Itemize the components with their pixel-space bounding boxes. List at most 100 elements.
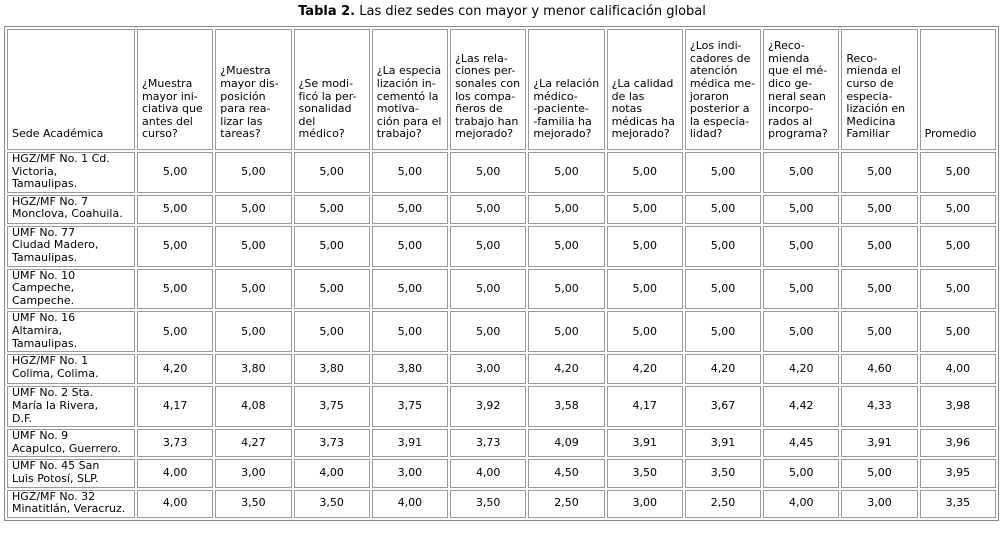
score-cell: 3,80	[215, 354, 292, 385]
score-cell: 5,00	[763, 152, 840, 193]
score-cell: 5,00	[919, 268, 996, 310]
score-cell: 4,08	[215, 386, 292, 428]
table-title: Tabla 2. Las diez sedes con mayor y meno…	[0, 0, 1004, 26]
score-cell: 5,00	[293, 311, 370, 353]
score-cell: 4,00	[137, 489, 214, 518]
score-cell: 4,00	[919, 354, 996, 385]
score-cell: 3,96	[919, 429, 996, 458]
score-cell: 3,00	[371, 459, 449, 488]
score-cell: 3,98	[919, 386, 996, 428]
score-cell: 5,00	[137, 311, 214, 353]
table-row: UMF No. 77 Ciudad Madero, Tamaulipas. 5,0…	[7, 225, 996, 267]
score-cell: 3,91	[684, 429, 762, 458]
table-row: UMF No. 9 Acapulco, Guerrero. 3,73 4,27 3,7…	[7, 429, 996, 458]
site-cell: UMF No. 16 Altamira, Tamaulipas.	[7, 311, 135, 353]
score-cell: 5,00	[684, 225, 762, 267]
score-cell: 5,00	[919, 225, 996, 267]
score-cell: 5,00	[137, 225, 214, 267]
score-cell: 4,45	[763, 429, 840, 458]
site-cell: HGZ/MF No. 1 Cd. Victoria, Tamaulipas.	[7, 152, 135, 193]
score-cell: 5,00	[293, 194, 370, 224]
score-cell: 3,00	[450, 354, 527, 385]
score-cell: 3,95	[919, 459, 996, 488]
score-cell: 4,09	[528, 429, 605, 458]
site-cell: UMF No. 77 Ciudad Madero, Tamaulipas.	[7, 225, 135, 267]
score-cell: 5,00	[450, 152, 527, 193]
score-cell: 4,17	[606, 386, 683, 428]
score-cell: 5,00	[528, 268, 605, 310]
score-cell: 3,91	[841, 429, 918, 458]
score-cell: 5,00	[450, 225, 527, 267]
score-cell: 4,20	[606, 354, 683, 385]
score-cell: 2,50	[684, 489, 762, 518]
site-cell: UMF No. 2 Sta. María la Rivera, D.F.	[7, 386, 135, 428]
title-text: Las diez sedes con mayor y menor calific…	[359, 4, 706, 19]
score-cell: 5,00	[215, 194, 292, 224]
score-cell: 3,50	[606, 459, 683, 488]
table-row: HGZ/MF No. 7 Monclova, Coahuila. 5,00 5,00…	[7, 194, 996, 224]
table-body: HGZ/MF No. 1 Cd. Victoria, Tamaulipas. 5,…	[7, 152, 996, 518]
score-cell: 3,91	[606, 429, 683, 458]
score-cell: 3,58	[528, 386, 605, 428]
site-cell: UMF No. 10 Campeche, Campeche.	[7, 268, 135, 310]
header-row: Sede Académica ¿Muestra mayor ini- ciativ…	[7, 29, 996, 150]
score-cell: 5,00	[293, 268, 370, 310]
score-cell: 4,17	[137, 386, 214, 428]
score-cell: 5,00	[841, 459, 918, 488]
header-cell: ¿Los indi- cadores de atención médica me…	[684, 29, 762, 150]
header-cell: ¿La calidad de las notas médicas ha mejo…	[606, 29, 683, 150]
score-cell: 5,00	[371, 225, 449, 267]
score-cell: 5,00	[763, 459, 840, 488]
table-row: UMF No. 2 Sta. María la Rivera, D.F. 4,17…	[7, 386, 996, 428]
score-cell: 5,00	[450, 194, 527, 224]
score-cell: 5,00	[371, 311, 449, 353]
score-cell: 3,92	[450, 386, 527, 428]
score-cell: 5,00	[293, 152, 370, 193]
title-label: Tabla 2.	[298, 4, 356, 19]
header-cell: ¿Las rela- ciones per- sonales con los c…	[450, 29, 527, 150]
score-cell: 3,80	[371, 354, 449, 385]
score-cell: 5,00	[371, 152, 449, 193]
score-cell: 3,50	[450, 489, 527, 518]
score-cell: 5,00	[763, 194, 840, 224]
score-cell: 5,00	[293, 225, 370, 267]
score-cell: 3,00	[215, 459, 292, 488]
score-cell: 4,00	[137, 459, 214, 488]
score-cell: 3,50	[293, 489, 370, 518]
score-cell: 5,00	[684, 311, 762, 353]
table-row: HGZ/MF No. 1 Cd. Victoria, Tamaulipas. 5,…	[7, 152, 996, 193]
score-cell: 5,00	[763, 268, 840, 310]
score-cell: 5,00	[684, 194, 762, 224]
header-cell: ¿Se modi- ficó la per- sonalidad del méd…	[293, 29, 370, 150]
header-cell: Reco- mienda el curso de especia- lizaci…	[841, 29, 918, 150]
score-cell: 4,00	[371, 489, 449, 518]
score-cell: 4,27	[215, 429, 292, 458]
score-cell: 3,91	[371, 429, 449, 458]
data-table: Sede Académica ¿Muestra mayor ini- ciativ…	[4, 26, 999, 521]
score-cell: 5,00	[606, 152, 683, 193]
score-cell: 5,00	[606, 311, 683, 353]
header-cell: ¿La relación médico- -paciente- -familia…	[528, 29, 605, 150]
score-cell: 5,00	[919, 152, 996, 193]
score-cell: 3,75	[293, 386, 370, 428]
header-cell: ¿Muestra mayor dis- posición para rea- l…	[215, 29, 292, 150]
score-cell: 5,00	[215, 311, 292, 353]
table-row: UMF No. 10 Campeche, Campeche. 5,00 5,00 5,…	[7, 268, 996, 310]
score-cell: 5,00	[137, 194, 214, 224]
header-cell: ¿Reco- mienda que el mé- dico ge- neral …	[763, 29, 840, 150]
score-cell: 5,00	[450, 268, 527, 310]
score-cell: 4,00	[763, 489, 840, 518]
score-cell: 3,35	[919, 489, 996, 518]
score-cell: 5,00	[763, 311, 840, 353]
score-cell: 5,00	[919, 311, 996, 353]
score-cell: 2,50	[528, 489, 605, 518]
score-cell: 5,00	[215, 268, 292, 310]
score-cell: 5,00	[606, 194, 683, 224]
score-cell: 5,00	[215, 225, 292, 267]
score-cell: 4,00	[450, 459, 527, 488]
score-cell: 5,00	[528, 225, 605, 267]
table-row: UMF No. 16 Altamira, Tamaulipas. 5,00 5,00…	[7, 311, 996, 353]
header-cell: ¿Muestra mayor ini- ciativa que antes de…	[137, 29, 214, 150]
